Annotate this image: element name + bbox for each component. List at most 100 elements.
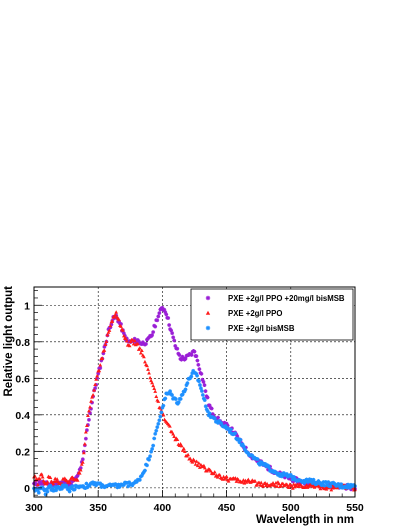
data-point bbox=[121, 328, 125, 332]
data-point bbox=[45, 489, 50, 494]
data-point bbox=[326, 480, 331, 484]
data-point bbox=[166, 316, 171, 320]
data-point bbox=[318, 486, 323, 491]
data-point bbox=[160, 305, 165, 310]
data-point bbox=[89, 399, 93, 403]
data-point bbox=[164, 312, 169, 317]
data-point bbox=[291, 482, 296, 486]
y-tick-label: 0.4 bbox=[15, 410, 30, 422]
data-point bbox=[161, 403, 166, 408]
data-point bbox=[158, 414, 163, 419]
data-point bbox=[130, 338, 135, 342]
data-point bbox=[194, 354, 199, 359]
data-point bbox=[102, 348, 107, 352]
data-point bbox=[329, 487, 334, 492]
data-point bbox=[138, 351, 143, 355]
data-point bbox=[83, 436, 88, 441]
data-point bbox=[117, 317, 121, 322]
y-tick-label: 1 bbox=[24, 300, 30, 312]
data-point bbox=[209, 406, 214, 411]
x-tick-label: 350 bbox=[89, 502, 107, 514]
data-point bbox=[45, 480, 50, 484]
data-point bbox=[119, 324, 123, 328]
data-point bbox=[212, 470, 217, 474]
data-point bbox=[79, 462, 84, 466]
data-point bbox=[339, 482, 344, 487]
data-point bbox=[193, 462, 198, 466]
data-point bbox=[83, 430, 88, 434]
data-point bbox=[171, 335, 176, 340]
data-point bbox=[78, 468, 83, 472]
y-tick-label: 0.2 bbox=[15, 446, 30, 458]
data-point bbox=[156, 314, 161, 319]
data-point bbox=[153, 389, 158, 393]
data-point bbox=[87, 408, 91, 413]
plot-frame bbox=[33, 286, 356, 498]
data-point bbox=[48, 475, 53, 480]
data-point bbox=[95, 373, 100, 378]
data-point bbox=[198, 383, 202, 387]
data-point bbox=[186, 452, 190, 457]
data-point bbox=[212, 416, 217, 421]
data-point bbox=[86, 413, 90, 417]
data-point bbox=[183, 387, 188, 392]
data-point bbox=[147, 457, 151, 462]
data-point bbox=[200, 393, 205, 397]
data-point bbox=[202, 465, 207, 470]
data-point bbox=[106, 330, 111, 334]
data-point bbox=[131, 341, 136, 346]
x-axis-title: Wavelength in nm bbox=[256, 514, 354, 526]
data-point bbox=[81, 450, 86, 455]
data-point bbox=[163, 396, 168, 401]
data-point bbox=[192, 458, 197, 463]
data-point bbox=[199, 389, 204, 393]
legend-label-ppo-bismsb: PXE +2g/l PPO +20mg/l bisMSB bbox=[228, 294, 345, 303]
data-point bbox=[36, 490, 41, 495]
legend-marker bbox=[205, 295, 211, 301]
data-point bbox=[233, 431, 238, 436]
data-point bbox=[179, 444, 184, 448]
data-point bbox=[224, 474, 229, 479]
data-point bbox=[157, 418, 162, 423]
data-point bbox=[92, 388, 96, 392]
data-point bbox=[170, 393, 174, 397]
data-point bbox=[156, 399, 161, 403]
data-point bbox=[196, 461, 201, 465]
data-point bbox=[143, 468, 147, 473]
data-point bbox=[97, 368, 102, 373]
data-point bbox=[203, 404, 208, 409]
data-point bbox=[181, 446, 186, 451]
data-point bbox=[40, 475, 45, 479]
y-tick-label: 0.6 bbox=[15, 373, 30, 385]
legend-label-bismsb: PXE +2g/l bisMSB bbox=[228, 324, 295, 333]
data-point bbox=[180, 448, 185, 452]
data-point bbox=[98, 366, 103, 370]
data-point bbox=[150, 447, 155, 451]
data-point bbox=[183, 356, 188, 361]
data-point bbox=[154, 394, 159, 398]
data-point bbox=[275, 484, 279, 488]
data-point bbox=[135, 341, 140, 346]
x-tick-label: 500 bbox=[282, 502, 300, 514]
data-point bbox=[277, 481, 281, 486]
x-tick-label: 450 bbox=[218, 502, 236, 514]
data-point bbox=[145, 363, 149, 368]
data-point bbox=[94, 377, 99, 381]
data-point bbox=[310, 481, 315, 485]
data-point bbox=[55, 477, 60, 481]
data-point bbox=[312, 485, 317, 489]
data-point bbox=[259, 480, 264, 485]
data-point bbox=[167, 424, 172, 428]
x-tick-label: 300 bbox=[25, 502, 43, 514]
data-point bbox=[153, 431, 158, 436]
data-point bbox=[90, 395, 94, 399]
data-point bbox=[205, 395, 210, 400]
data-point bbox=[157, 311, 162, 315]
data-point bbox=[64, 484, 69, 489]
data-point bbox=[189, 353, 194, 357]
data-point bbox=[194, 459, 199, 463]
data-point bbox=[37, 476, 42, 481]
data-point bbox=[197, 379, 201, 384]
data-point bbox=[202, 398, 207, 403]
